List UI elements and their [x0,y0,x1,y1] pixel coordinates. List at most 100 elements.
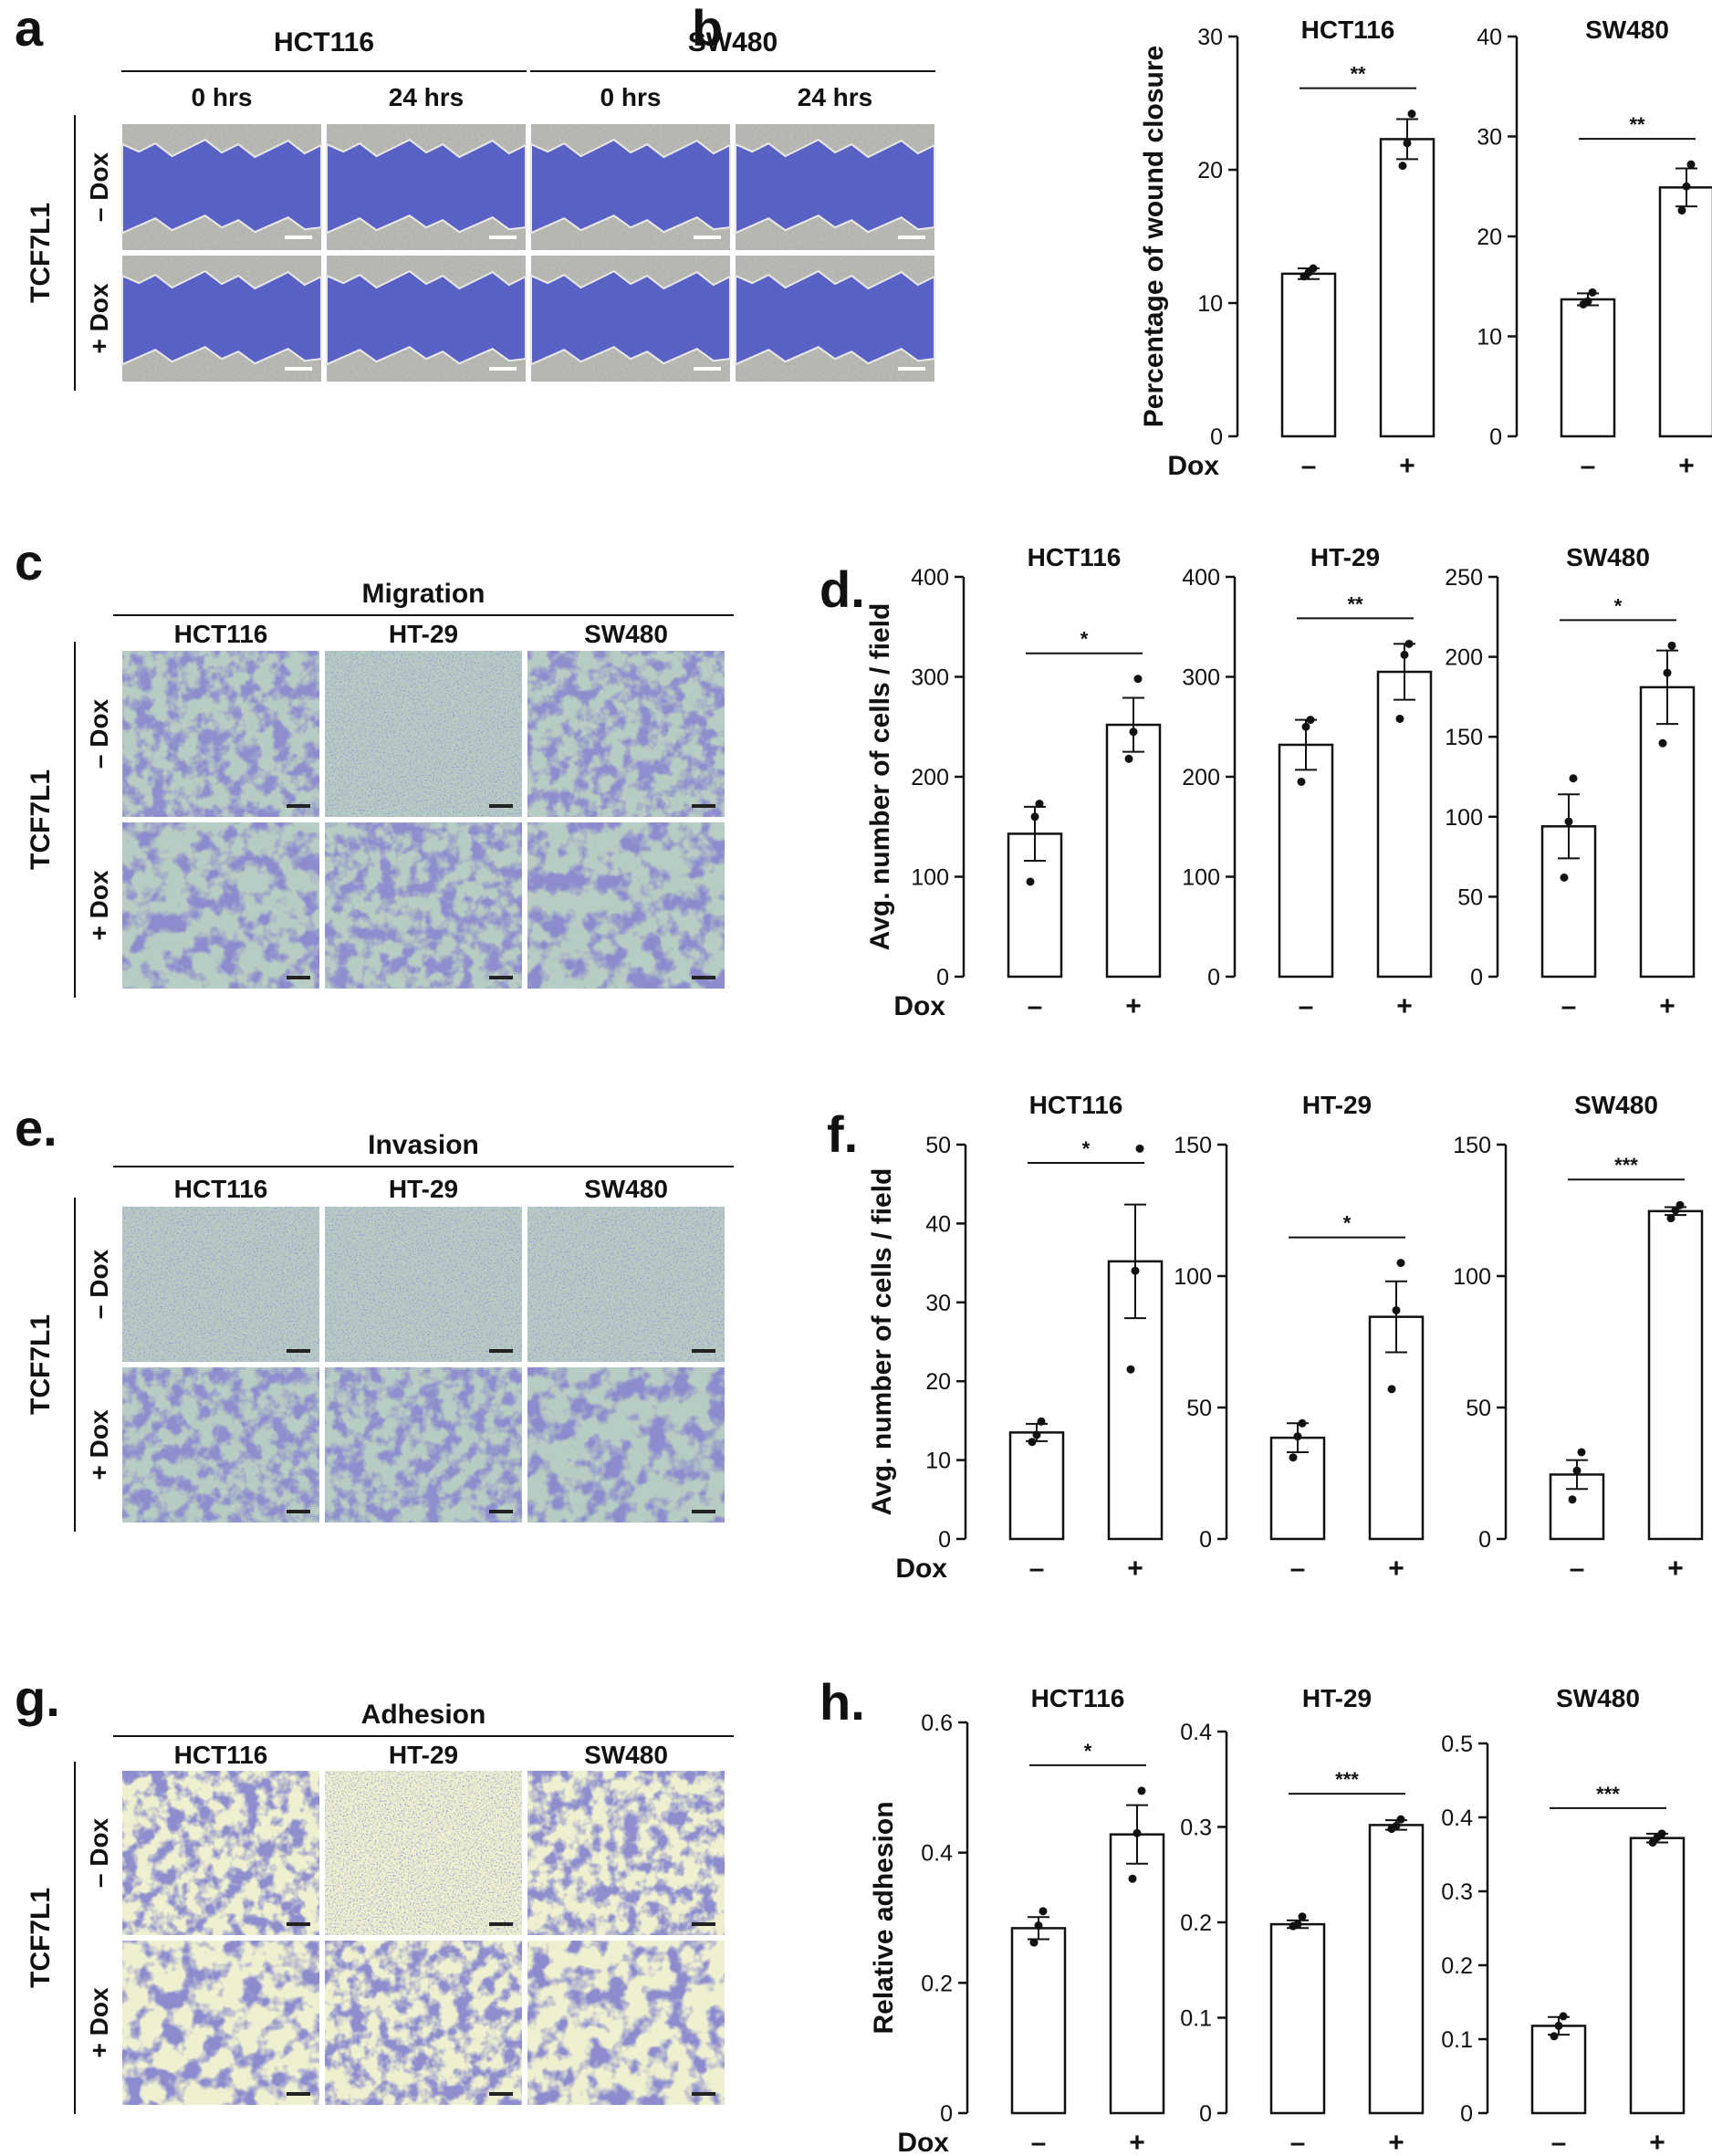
scale-bar [287,804,310,808]
y-tick-label: 400 [911,565,949,591]
chart-title: SW480 [1556,1684,1640,1712]
micrograph-1-0 [122,1941,319,2105]
data-point [1037,1417,1046,1426]
scale-bar [489,976,513,979]
wound-gap [326,138,527,235]
side-label: TCF7L1 [26,1888,56,1988]
y-tick-label: 150 [1174,1133,1212,1158]
data-point [1039,1907,1048,1916]
y-tick-label: 300 [911,665,949,691]
data-point [1030,812,1039,822]
significance-stars: *** [1335,1768,1359,1791]
panel-letter-e: e. [15,1099,57,1156]
significance-stars: * [1082,1137,1091,1160]
scale-bar [692,1510,715,1513]
data-point [1395,714,1404,723]
column-label: HT-29 [389,620,458,648]
data-point [1404,639,1414,648]
side-label: TCF7L1 [26,1314,56,1415]
scale-bar [694,235,721,239]
y-tick-label: 0.2 [1441,1953,1473,1979]
data-point [1588,288,1597,297]
chart-d-sw480: SW480 0 50 100 150 200 250 – + * [1445,543,1696,1021]
data-point [1686,160,1696,169]
bar [1008,1431,1065,1541]
data-point [1667,641,1676,650]
x-axis-label: Dox [895,1554,947,1584]
y-tick-label: 0 [1460,2101,1473,2127]
y-tick-label: 250 [1445,565,1483,591]
y-tick-label: 0 [1478,1527,1491,1553]
x-tick-label: + [1396,991,1413,1021]
chart-h-sw480: SW480 0 0.1 0.2 0.3 0.4 0.5 – + *** [1441,1684,1686,2156]
y-tick-label: 100 [911,865,949,891]
y-tick-label: 20 [1477,225,1502,250]
chart-title: HT-29 [1302,1684,1372,1712]
y-tick-label: 0 [1199,2101,1212,2127]
scale-bar [692,976,715,979]
scale-bar [692,2092,715,2096]
y-tick-label: 0.3 [1180,1816,1212,1841]
y-tick-label: 150 [1445,725,1483,750]
micrograph-0-2 [527,1771,725,1935]
chart-f-sw480: SW480 0 50 100 150 – + *** [1453,1091,1704,1584]
side-label: TCF7L1 [26,203,56,303]
significance-stars: ** [1350,63,1366,86]
data-point [1677,206,1686,215]
scale-bar [489,1922,513,1926]
stained-cells [325,1207,522,1362]
data-point [1293,1920,1302,1929]
panel-letter-a: a [15,0,44,57]
wound-gap [121,269,322,366]
scale-bar [287,976,310,979]
bar [1105,723,1162,979]
scale-bar [692,1922,715,1926]
row-label: + Dox [85,870,113,940]
stained-cells [325,822,522,989]
x-axis-label: Dox [897,2128,949,2156]
significance-stars: ** [1629,113,1645,136]
data-point [1129,727,1138,737]
y-axis-label: Avg. number of cells / field [865,603,895,951]
significance-stars: ** [1347,592,1363,615]
y-tick-label: 50 [925,1133,951,1158]
data-point [1396,1259,1405,1268]
bar [1368,1824,1425,2115]
micrograph-1-2 [527,822,725,989]
data-point [1398,162,1407,171]
scale-bar [489,804,513,808]
micrograph-1-1 [326,256,527,382]
y-tick-label: 100 [1174,1264,1212,1290]
y-axis-label: Percentage of wound closure [1139,46,1169,427]
bar [1379,138,1435,438]
x-axis-label: Dox [1167,451,1219,481]
y-tick-label: 0 [936,965,949,990]
row-label: – Dox [85,698,113,769]
y-tick-label: 50 [1466,1396,1491,1421]
micrograph-1-1 [325,1941,522,2105]
scale-bar [489,2092,513,2096]
scale-bar [898,235,925,239]
data-point [1298,1912,1307,1921]
stained-cells [527,1941,725,2105]
y-tick-label: 0.3 [1441,1879,1473,1905]
data-point [1133,1828,1142,1837]
y-tick-label: 30 [1477,125,1502,151]
stained-cells [527,1367,725,1523]
row-label: + Dox [85,1409,113,1480]
data-point [1396,1815,1405,1824]
data-point [1663,668,1672,677]
image-panel-a: HCT116 SW480 0 hrs 24 hrs 0 hrs 24 hrs – Dox + … [26,27,935,391]
y-tick-label: 30 [925,1291,951,1316]
x-tick-label: + [1399,451,1415,481]
y-tick-label: 0 [938,1527,951,1553]
scale-bar [489,235,517,239]
y-tick-label: 30 [1197,25,1223,50]
y-tick-label: 0.4 [1441,1805,1473,1831]
stained-cells [122,822,319,989]
significance-stars: * [1080,628,1089,651]
y-tick-label: 150 [1453,1133,1491,1158]
micrograph-0-1 [325,1207,522,1362]
row-label: – Dox [85,1249,113,1319]
chart-title: HCT116 [1028,543,1122,571]
